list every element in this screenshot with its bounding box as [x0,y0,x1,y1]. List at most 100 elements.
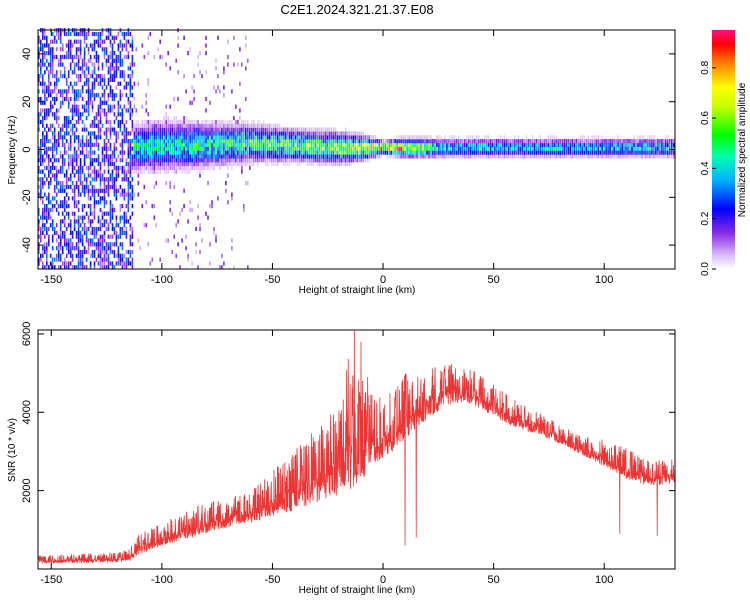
heatmap-cell [257,146,259,151]
heatmap-cell [77,142,80,147]
heatmap-cell [533,142,536,147]
heatmap-cell [115,238,118,243]
heatmap-cell [61,54,64,60]
heatmap-cell [121,112,124,117]
heatmap-cell [430,135,432,140]
heatmap-cell [257,142,259,147]
heatmap-cell [57,169,60,174]
heatmap-cell [133,154,136,159]
heatmap-cell [607,150,609,155]
heatmap-cell [183,146,185,151]
heatmap-cell [203,146,205,151]
heatmap-cell [426,142,428,147]
heatmap-cell [77,119,80,125]
heatmap-cell [55,192,58,197]
heatmap-cell [97,74,100,79]
heatmap-cell [249,146,251,151]
heatmap-cell [663,139,665,144]
heatmap-cell [177,154,179,159]
heatmap-cell [67,31,70,37]
heatmap-cell [40,215,42,220]
heatmap-cell [51,58,54,63]
heatmap-cell [71,127,74,132]
heatmap-cell [213,150,215,155]
heatmap-x-tick-label: -100 [151,274,173,286]
heatmap-cell [511,146,514,151]
heatmap-cell [131,234,134,239]
heatmap-cell [121,119,124,125]
heatmap-cell [284,158,287,163]
heatmap-cell [360,131,363,136]
heatmap-cell [123,31,126,37]
heatmap-cell [119,242,122,247]
heatmap-cell [213,161,215,167]
heatmap-cell [175,165,177,170]
heatmap-cell [475,139,478,144]
heatmap-cell [71,234,74,239]
heatmap-cell [191,135,193,140]
heatmap-cell [336,150,339,155]
heatmap-cell [274,154,277,159]
heatmap-cell [44,135,46,140]
heatmap-cell [201,119,203,125]
heatmap-cell [420,142,422,147]
heatmap-cell [195,165,197,170]
heatmap-cell [262,146,265,151]
heatmap-cell [649,139,651,144]
heatmap-cell [133,150,136,155]
heatmap-cell [223,150,225,155]
heatmap-cell [169,123,171,128]
heatmap-cell [611,142,613,147]
heatmap-cell [346,154,349,159]
heatmap-cell [69,66,72,71]
heatmap-cell [167,119,169,125]
heatmap-cell [577,154,580,159]
heatmap-cell [243,139,245,144]
heatmap-cell [119,119,122,125]
heatmap-cell [300,150,303,155]
heatmap-cell [308,139,311,144]
heatmap-cell [95,230,98,235]
heatmap-cell [165,161,167,167]
heatmap-cell [123,265,126,270]
heatmap-cell [623,154,625,159]
heatmap-cell [231,238,233,243]
heatmap-cell [89,139,92,144]
heatmap-cell [505,154,508,159]
heatmap-cell [131,226,134,232]
heatmap-cell [430,142,432,147]
heatmap-cell [255,123,257,128]
heatmap-cell [322,127,325,132]
heatmap-cell [97,127,100,132]
heatmap-cell [290,127,293,132]
heatmap-cell [298,131,301,136]
heatmap-cell [259,119,261,125]
heatmap-cell [40,184,42,190]
heatmap-cell [143,131,146,136]
heatmap-cell [135,108,138,113]
heatmap-cell [44,207,46,212]
heatmap-cell [121,58,124,63]
heatmap-cell [53,35,56,40]
heatmap-cell [123,70,126,75]
heatmap-cell [324,154,327,159]
heatmap-cell [107,96,110,102]
heatmap-cell [521,154,524,159]
heatmap-cell [131,184,134,190]
heatmap-cell [364,158,367,163]
heatmap-cell [117,135,120,140]
heatmap-cell [217,127,219,132]
heatmap-cell [637,139,639,144]
heatmap-cell [179,123,181,128]
heatmap-cell [487,150,490,155]
heatmap-cell [221,142,223,147]
heatmap-cell [255,142,257,147]
heatmap-cell [581,150,583,155]
heatmap-cell [87,85,90,90]
heatmap-cell [69,146,72,151]
heatmap-cell [266,142,269,147]
heatmap-cell [145,150,148,155]
heatmap-cell [189,131,191,136]
heatmap-cell [119,123,122,128]
heatmap-cell [187,161,189,167]
